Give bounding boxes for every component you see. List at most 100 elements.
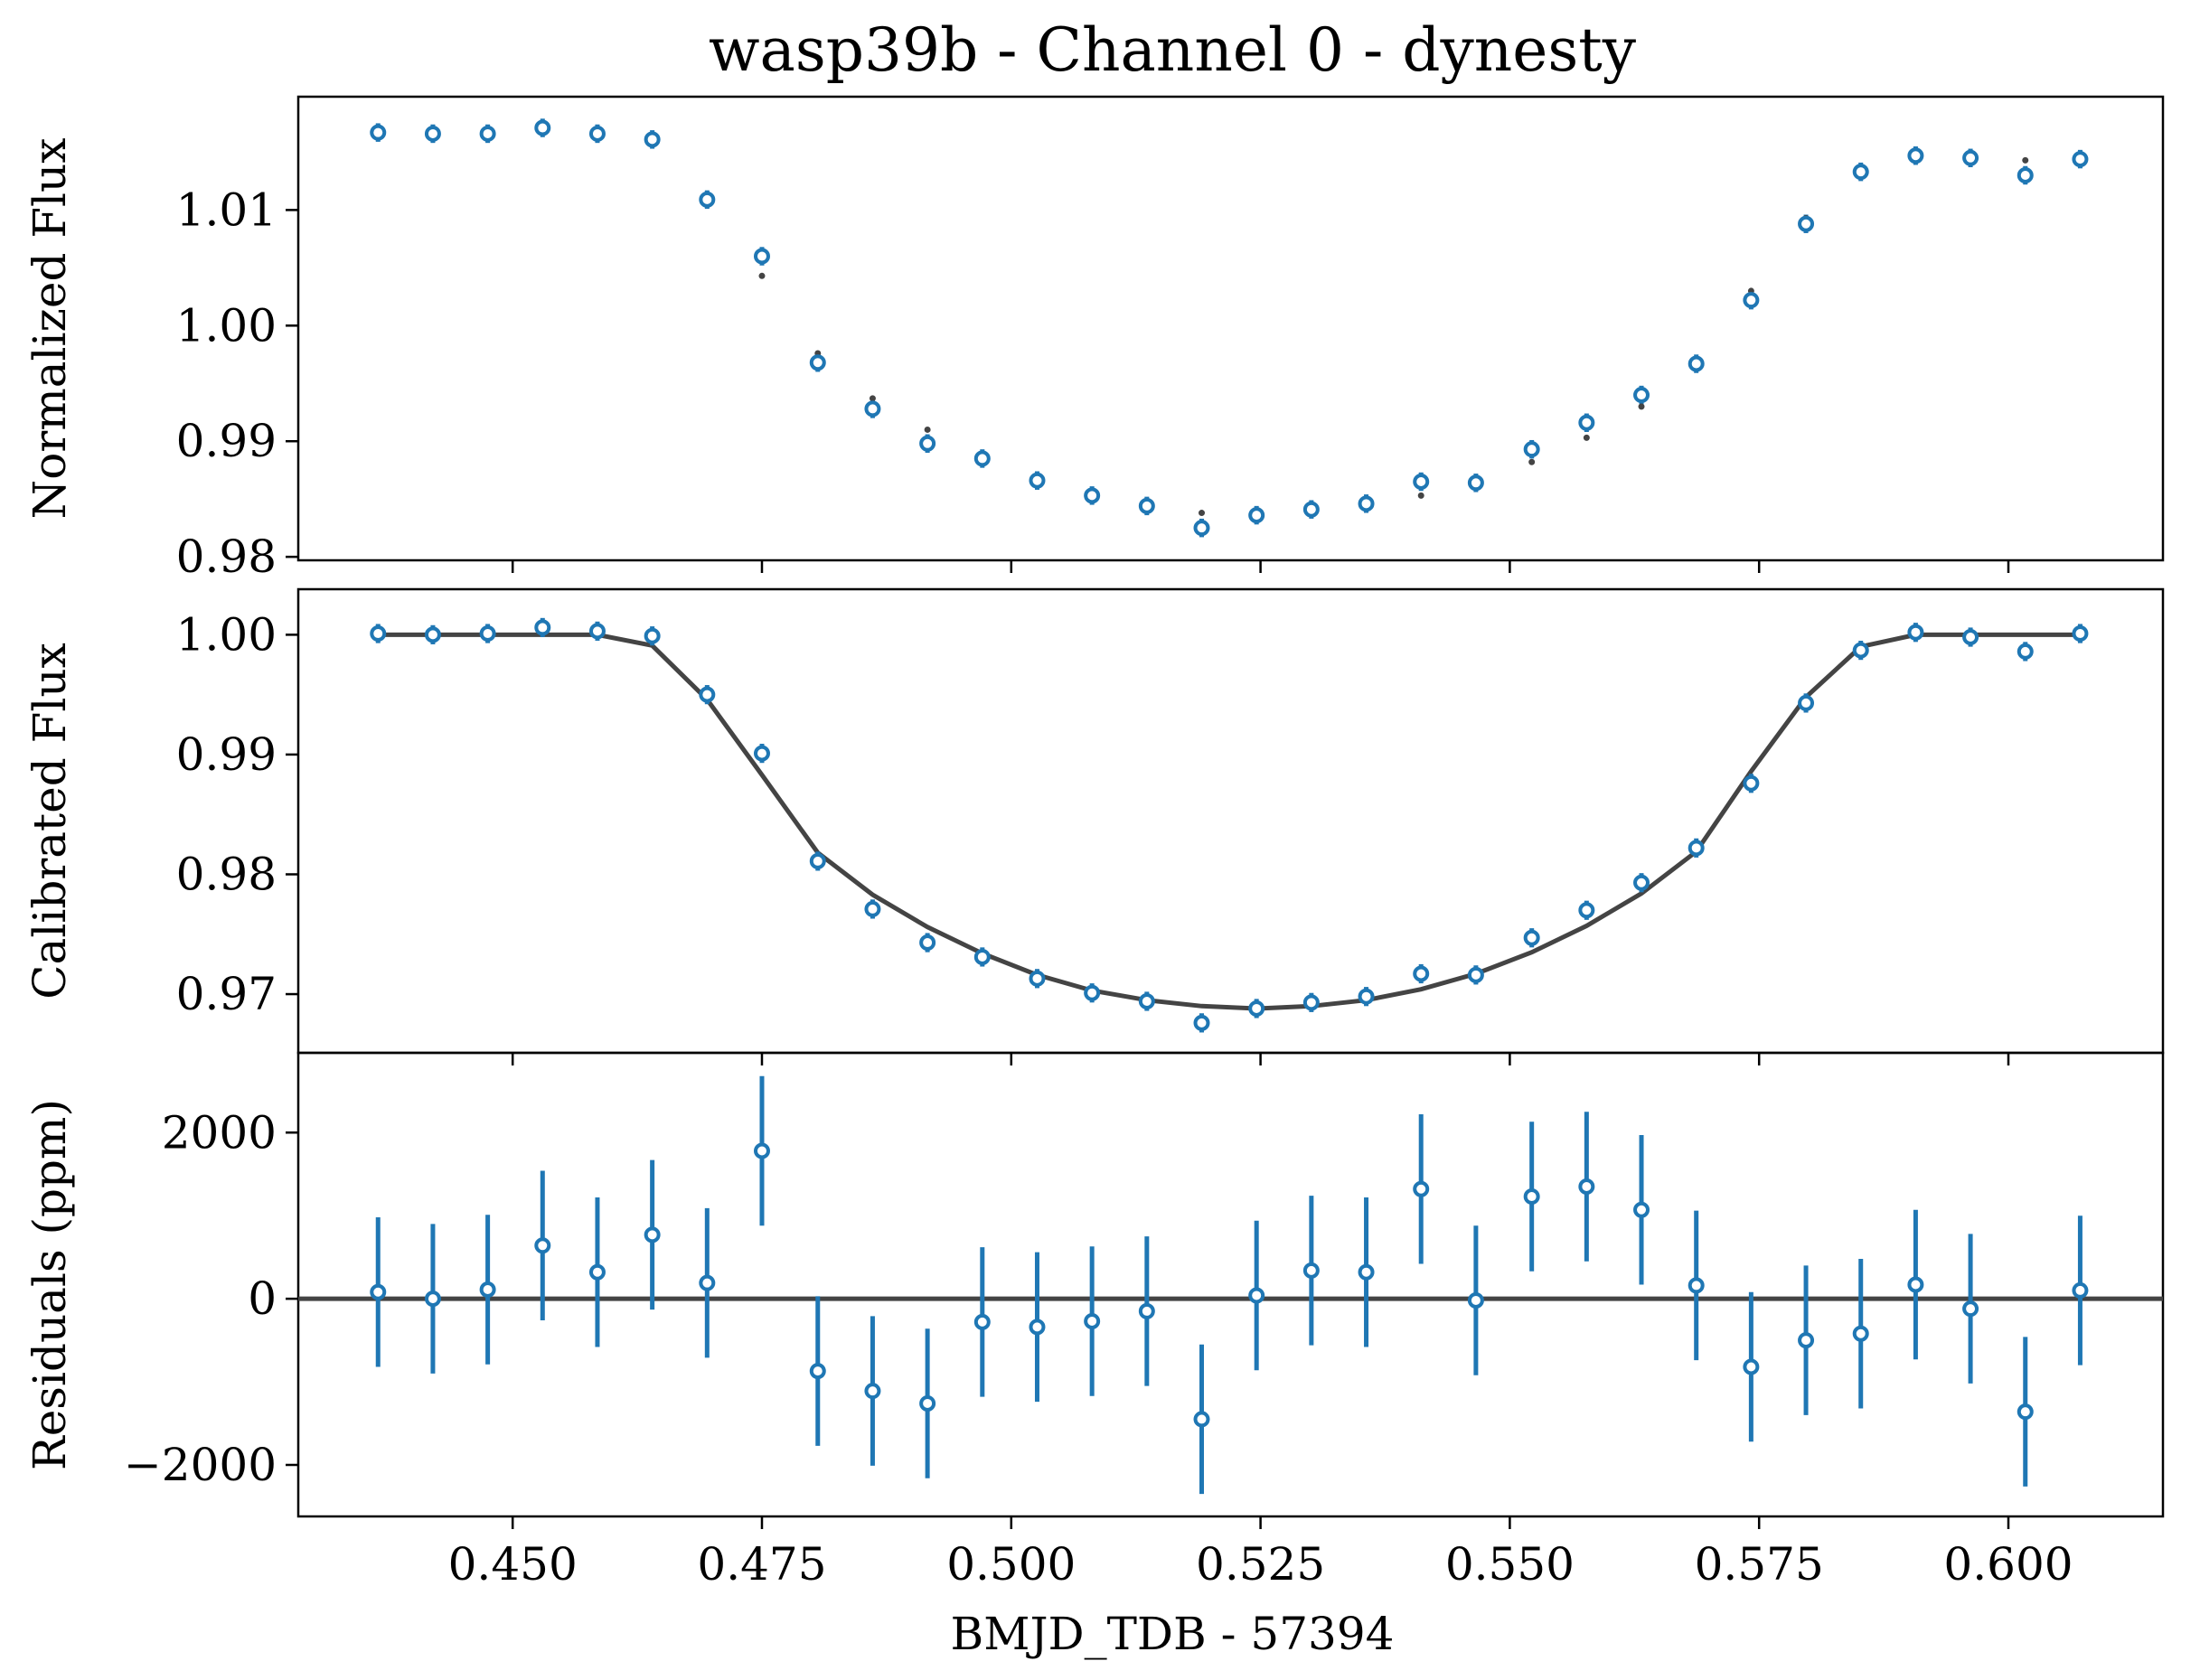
data-point	[1138, 1302, 1155, 1319]
data-point	[2072, 151, 2089, 168]
data-point	[1084, 1312, 1101, 1329]
data-point	[1413, 965, 1430, 982]
data-point	[424, 125, 441, 142]
x-tick-label: 0.550	[1445, 1538, 1575, 1591]
data-point	[424, 626, 441, 643]
data-point	[1193, 1014, 1210, 1031]
data-point	[1852, 164, 1869, 181]
y-tick-label: 0.98	[176, 848, 277, 900]
data-point	[1029, 1319, 1046, 1336]
data-point	[1633, 874, 1650, 891]
model-point	[1638, 403, 1645, 410]
x-tick-label: 0.500	[946, 1538, 1076, 1591]
x-tick-label: 0.475	[697, 1538, 826, 1591]
data-point	[1523, 441, 1540, 458]
data-point	[1084, 487, 1101, 504]
data-point	[644, 627, 661, 644]
x-axis: 0.450 0.475 0.500 0.525 0.550 0.575 0.600	[448, 1538, 2073, 1591]
model-point	[2022, 156, 2029, 164]
data-point	[864, 1383, 881, 1400]
data-point	[479, 625, 496, 643]
data-point	[1578, 902, 1595, 919]
y-tick-label: 1.00	[176, 299, 277, 352]
data-point	[1743, 292, 1760, 309]
data-point	[919, 934, 936, 952]
x-tick-label: 0.525	[1196, 1538, 1325, 1591]
data-point	[2072, 1281, 2089, 1299]
model-point	[1417, 492, 1424, 499]
data-point	[1138, 993, 1155, 1009]
data-point	[1743, 774, 1760, 792]
data-point	[1852, 642, 1869, 659]
data-point	[588, 623, 606, 640]
y-tick-label: 1.00	[176, 608, 277, 661]
data-point	[1358, 988, 1375, 1005]
data-point	[1852, 1325, 1869, 1342]
y-tick-label: −2000	[124, 1439, 277, 1491]
data-point	[2017, 643, 2034, 660]
data-point	[1302, 994, 1320, 1011]
data-point	[588, 1263, 606, 1281]
data-point	[864, 900, 881, 917]
x-tick-label: 0.575	[1695, 1538, 1824, 1591]
data-point	[1302, 501, 1320, 518]
data-point	[534, 619, 551, 636]
data-point	[479, 125, 496, 142]
model-point	[1528, 458, 1536, 465]
data-point	[1413, 474, 1430, 491]
data-point	[1467, 474, 1484, 492]
data-point	[370, 124, 387, 141]
data-point	[1358, 1263, 1375, 1281]
data-point	[1907, 147, 1924, 164]
data-point	[1302, 1262, 1320, 1279]
data-point	[1358, 495, 1375, 512]
data-point	[1798, 694, 1815, 711]
y-tick-label: 0.97	[176, 968, 277, 1020]
data-point	[1688, 1277, 1705, 1294]
data-point	[1907, 1276, 1924, 1293]
data-point	[1413, 1180, 1430, 1197]
plot-frame	[296, 95, 2165, 562]
data-point	[699, 686, 716, 703]
model-point	[758, 272, 766, 279]
y-tick-label: 0	[248, 1272, 277, 1325]
data-point	[809, 852, 826, 869]
data-point	[753, 248, 770, 265]
x-tick-label: 0.600	[1943, 1538, 2073, 1591]
data-point	[2017, 166, 2034, 183]
data-point	[534, 1237, 551, 1254]
x-tick-label: 0.450	[448, 1538, 578, 1591]
data-point	[1193, 1411, 1210, 1428]
normalized-flux-panel: 0.98 0.99 1.00 1.01 Normalized Flux	[24, 95, 2165, 583]
x-axis-label: BMJD_TDB - 57394	[951, 1608, 1395, 1660]
y-tick-label: 0.98	[176, 530, 277, 583]
data-point	[1743, 1358, 1760, 1375]
data-point	[1523, 929, 1540, 946]
data-point	[699, 1274, 716, 1291]
data-point	[753, 745, 770, 762]
data-point	[1578, 414, 1595, 431]
chart-title: wasp39b - Channel 0 - dynesty	[709, 15, 1637, 85]
data-point	[1633, 387, 1650, 404]
data-point	[370, 1283, 387, 1300]
data-point	[809, 354, 826, 371]
residuals-panel: −2000 0 2000 Residuals (ppm)	[24, 1051, 2165, 1529]
model-point	[924, 426, 931, 433]
data-point	[1907, 624, 1924, 641]
data-point	[1798, 1332, 1815, 1349]
y-tick-label: 2000	[162, 1106, 277, 1159]
y-tick-label: 0.99	[176, 415, 277, 467]
data-point	[644, 131, 661, 148]
plot-frame	[296, 587, 2165, 1055]
data-point	[1578, 1178, 1595, 1196]
model-point	[1199, 510, 1206, 517]
data-point	[809, 1363, 826, 1380]
data-point	[588, 125, 606, 142]
data-point	[1029, 970, 1046, 987]
data-point	[479, 1281, 496, 1299]
data-point	[973, 1313, 991, 1330]
data-point	[2072, 625, 2089, 643]
y-tick-label: 1.01	[176, 183, 277, 236]
data-point	[1248, 1000, 1265, 1017]
